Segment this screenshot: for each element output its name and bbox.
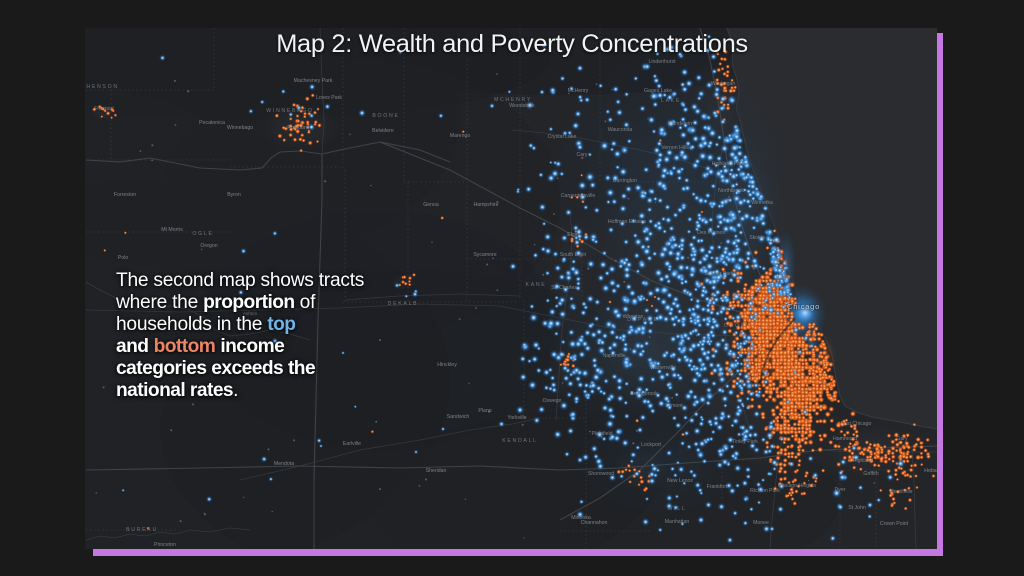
svg-text:Genoa: Genoa (423, 202, 439, 208)
svg-text:WINNEBAGO: WINNEBAGO (266, 108, 314, 114)
svg-text:Hinckley: Hinckley (437, 362, 457, 368)
svg-text:Gary: Gary (896, 436, 908, 442)
svg-text:Des Plaines: Des Plaines (697, 230, 725, 236)
svg-text:Rockford: Rockford (287, 125, 309, 131)
svg-text:Hobart: Hobart (924, 468, 937, 474)
svg-text:Warrenville: Warrenville (650, 365, 676, 371)
svg-text:Gages Lake: Gages Lake (644, 88, 672, 94)
svg-text:Vernon Hills: Vernon Hills (661, 145, 689, 151)
svg-text:DEKALB: DEKALB (388, 301, 419, 307)
svg-text:Monee: Monee (753, 520, 769, 526)
svg-text:BOONE: BOONE (372, 113, 399, 119)
svg-text:Winnetka: Winnetka (751, 200, 773, 206)
svg-text:Elgin: Elgin (567, 232, 579, 238)
svg-text:Hoffman Estates: Hoffman Estates (608, 219, 647, 225)
svg-text:Winnebago: Winnebago (227, 125, 253, 131)
svg-text:Hammond: Hammond (833, 436, 857, 442)
svg-text:Channahon: Channahon (581, 520, 608, 526)
svg-text:Mundelein: Mundelein (668, 121, 692, 127)
svg-text:Carpentersville: Carpentersville (561, 193, 596, 199)
svg-text:Polo: Polo (118, 255, 128, 261)
svg-text:Belvidere: Belvidere (372, 128, 394, 134)
svg-text:Wauconda: Wauconda (608, 127, 633, 133)
svg-text:Ashton: Ashton (243, 311, 258, 316)
svg-text:Skokie: Skokie (749, 235, 765, 241)
svg-text:KANE: KANE (526, 282, 547, 288)
svg-text:Byron: Byron (227, 192, 241, 198)
svg-text:Naperville: Naperville (602, 353, 625, 359)
svg-text:Woodstock: Woodstock (509, 103, 535, 109)
svg-text:Crystal Lake: Crystal Lake (548, 134, 577, 140)
svg-text:South Elgin: South Elgin (560, 252, 587, 258)
svg-text:Freeport: Freeport (94, 106, 114, 112)
svg-text:Mt Morris: Mt Morris (161, 227, 183, 233)
svg-text:Mendota: Mendota (274, 461, 294, 467)
svg-text:MCHENRY: MCHENRY (494, 97, 532, 103)
svg-text:Lockport: Lockport (641, 442, 661, 448)
svg-text:Chicago Heights: Chicago Heights (778, 483, 816, 489)
svg-text:Manhattan: Manhattan (665, 519, 690, 525)
svg-text:East Chicago: East Chicago (841, 421, 872, 427)
svg-text:Sycamore: Sycamore (473, 252, 496, 258)
svg-text:Highland: Highland (853, 458, 874, 464)
svg-text:Forreston: Forreston (114, 192, 136, 198)
svg-text:DUPAGE: DUPAGE (627, 317, 659, 323)
svg-text:Cary: Cary (577, 152, 588, 158)
svg-text:Barrington: Barrington (613, 178, 637, 184)
svg-text:Lindenhurst: Lindenhurst (648, 59, 676, 65)
svg-text:Minooka: Minooka (571, 515, 591, 521)
svg-text:KENDALL: KENDALL (502, 438, 538, 444)
svg-text:Merrillville: Merrillville (889, 489, 912, 495)
svg-text:Frankfort: Frankfort (707, 484, 728, 490)
svg-text:Oswego: Oswego (542, 398, 561, 404)
svg-text:Plainfield: Plainfield (591, 431, 612, 437)
svg-text:Loves Park: Loves Park (316, 95, 342, 101)
svg-text:Bolingbrook: Bolingbrook (630, 391, 658, 397)
svg-text:LAKE: LAKE (661, 98, 681, 104)
svg-text:Machesney Park: Machesney Park (294, 78, 333, 84)
svg-text:BUREAU: BUREAU (126, 527, 158, 533)
svg-text:WILL: WILL (668, 506, 687, 512)
svg-text:Tinley Park: Tinley Park (732, 439, 758, 445)
svg-text:Marengo: Marengo (450, 133, 471, 139)
svg-text:Plano: Plano (478, 408, 491, 414)
svg-text:McHenry: McHenry (568, 88, 589, 94)
svg-text:PHENSON: PHENSON (85, 84, 119, 90)
svg-text:St John: St John (848, 505, 866, 511)
svg-text:St. Charles: St. Charles (551, 285, 577, 291)
svg-text:New Lenox: New Lenox (667, 478, 693, 484)
svg-text:Griffith: Griffith (863, 471, 878, 477)
svg-text:Shorewood: Shorewood (588, 471, 614, 477)
svg-text:Earlville: Earlville (343, 441, 361, 447)
svg-text:COOK: COOK (724, 323, 746, 329)
svg-text:Northbrook: Northbrook (718, 188, 744, 194)
svg-text:Hampshire: Hampshire (473, 202, 498, 208)
svg-text:Oregon: Oregon (200, 243, 217, 249)
svg-text:Schiller Park: Schiller Park (704, 271, 734, 277)
svg-text:Lemont: Lemont (665, 403, 683, 409)
svg-text:Wheaton: Wheaton (623, 314, 644, 320)
svg-text:Crown Point: Crown Point (880, 521, 909, 527)
svg-text:Dyer: Dyer (835, 487, 846, 493)
svg-text:Sandwich: Sandwich (447, 414, 470, 420)
svg-text:OGLE: OGLE (192, 231, 213, 237)
svg-text:Richton Park: Richton Park (750, 488, 780, 494)
svg-text:Waukegan: Waukegan (711, 81, 736, 87)
svg-text:Highland Park: Highland Park (712, 161, 745, 167)
svg-text:Princeton: Princeton (154, 542, 176, 548)
svg-text:Pecatonica: Pecatonica (199, 120, 225, 126)
svg-text:Yorkville: Yorkville (507, 415, 526, 421)
svg-text:Sheridan: Sheridan (426, 468, 447, 474)
